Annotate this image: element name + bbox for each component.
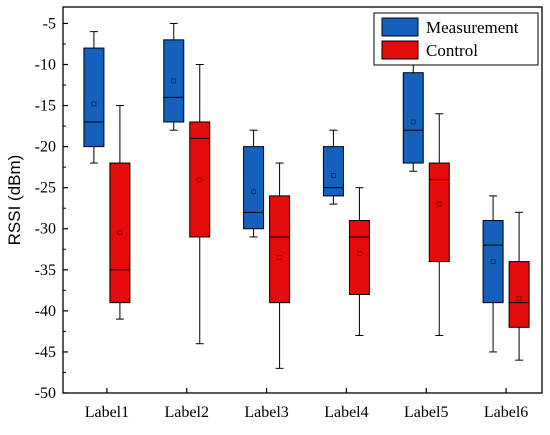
mean-marker <box>197 177 203 182</box>
y-tick-label: -45 <box>35 344 56 361</box>
box-measurement <box>83 47 105 148</box>
y-tick-label: -30 <box>35 221 56 238</box>
x-tick-label: Label1 <box>85 404 129 421</box>
mean-marker <box>516 296 522 301</box>
y-tick-label: -35 <box>35 262 56 279</box>
mean-marker <box>277 255 282 260</box>
box-control <box>189 121 211 238</box>
y-axis-label: RSSI (dBm) <box>5 155 24 246</box>
box-measurement <box>482 220 504 304</box>
y-tick-label: -10 <box>35 56 56 73</box>
mean-marker <box>117 230 123 236</box>
y-tick-label: -15 <box>35 98 56 115</box>
box-control <box>508 261 530 328</box>
legend-swatch-control <box>381 40 419 60</box>
y-tick-label: -40 <box>35 303 56 320</box>
y-tick-label: -5 <box>43 15 56 32</box>
x-tick-label: Label5 <box>404 404 448 421</box>
box-control <box>348 220 370 295</box>
mean-marker <box>91 101 97 107</box>
x-tick-label: Label4 <box>324 404 368 421</box>
mean-marker <box>251 189 256 195</box>
y-tick-label: -50 <box>35 385 56 402</box>
box-control <box>109 162 131 304</box>
legend-label-measurement: Measurement <box>426 18 519 37</box>
mean-marker <box>436 201 442 207</box>
y-tick-label: -20 <box>35 139 56 156</box>
box-control <box>428 162 450 263</box>
mean-marker <box>490 259 496 264</box>
plot-frame <box>62 6 543 394</box>
box-measurement <box>163 39 185 123</box>
box-measurement <box>243 146 265 230</box>
box-measurement <box>322 146 344 197</box>
x-tick-label: Label2 <box>165 404 209 421</box>
mean-marker <box>171 78 177 84</box>
mean-marker <box>357 251 362 256</box>
x-tick-label: Label3 <box>244 404 288 421</box>
legend-swatch-measurement <box>381 17 419 37</box>
y-tick-label: -25 <box>35 180 56 197</box>
mean-marker <box>410 119 416 125</box>
x-tick-label: Label6 <box>484 404 528 421</box>
box-measurement <box>402 72 424 164</box>
mean-marker <box>331 173 336 178</box>
box-control <box>269 195 291 304</box>
legend-label-control: Control <box>426 41 478 60</box>
